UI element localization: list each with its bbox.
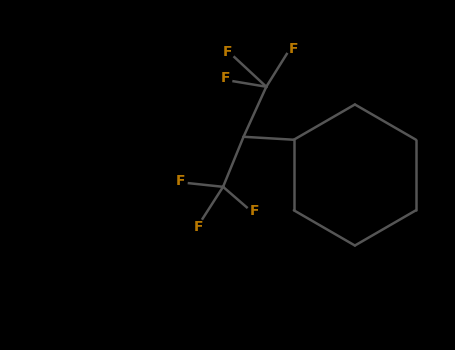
Text: F: F <box>250 204 260 218</box>
Text: F: F <box>194 220 204 234</box>
Text: F: F <box>223 45 233 59</box>
Text: F: F <box>221 71 230 85</box>
Text: F: F <box>289 42 298 56</box>
Text: F: F <box>176 174 186 188</box>
